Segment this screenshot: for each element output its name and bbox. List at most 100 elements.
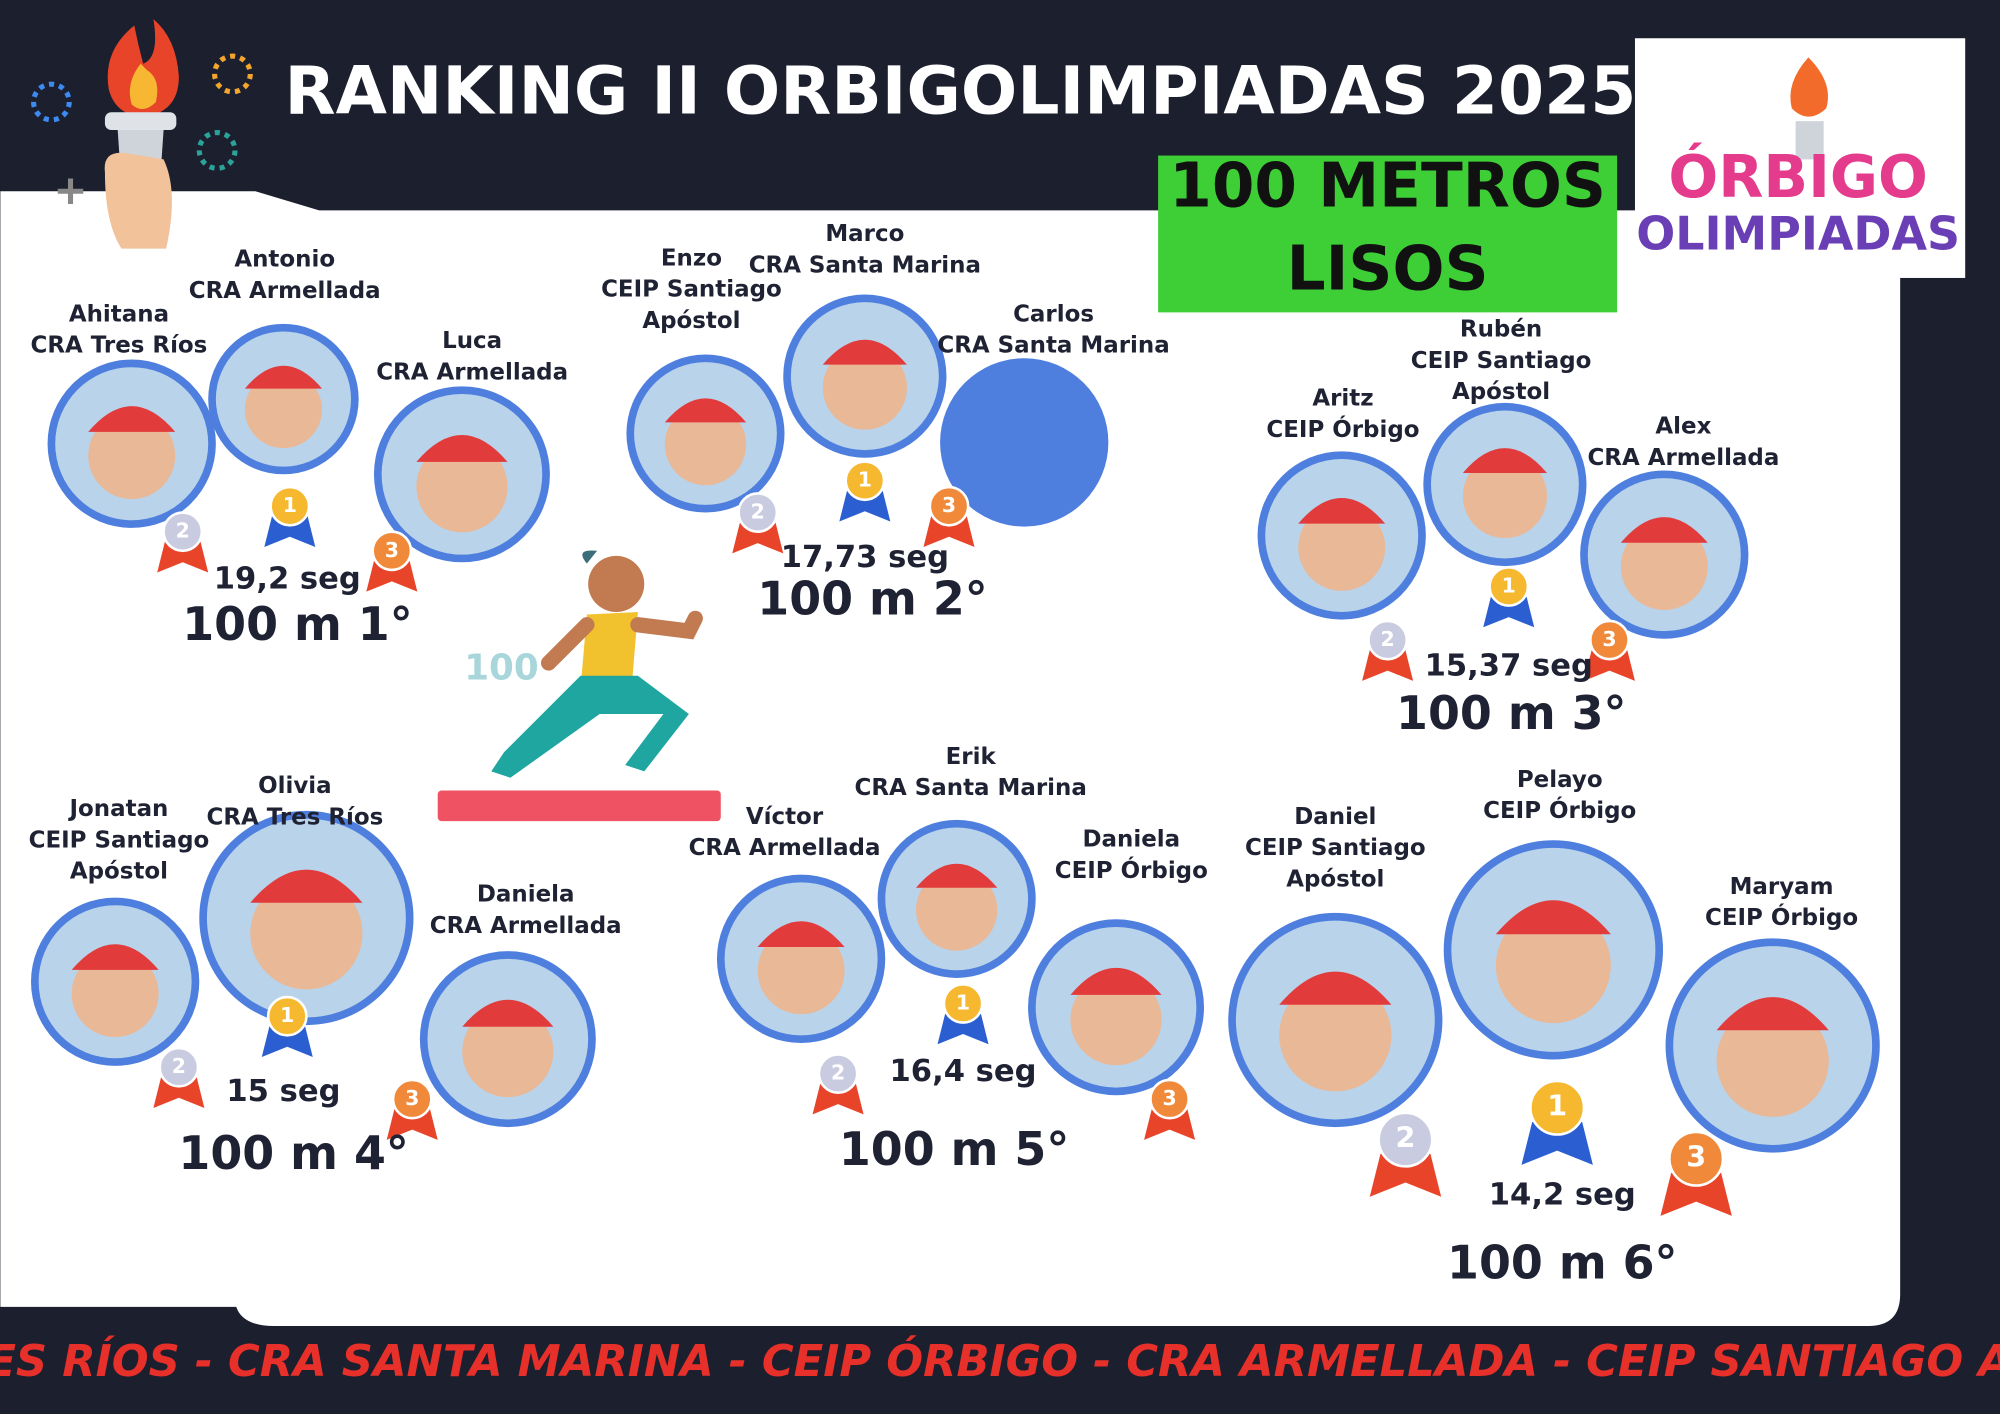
medal-ribbon [1660,1173,1732,1216]
photo-frame [940,358,1109,527]
athlete-name: Daniela [477,882,575,908]
medal [1488,566,1530,607]
medal [844,460,886,502]
face [664,403,747,486]
face [416,441,508,533]
athlete-school: CEIP Santiago [1411,348,1592,374]
medal-ribbon [839,490,891,522]
athlete-school: CRA Armellada [689,835,881,861]
medal [269,485,311,527]
medal-place: 2 [1381,627,1395,651]
result-group: Ahitana CRA Tres Ríos 2 Antonio CRA Armellad… [31,247,569,651]
result-group: Aritz CEIP Órbigo 2 Rubén CEIP Santiago Apóst… [1257,317,1779,740]
medal-ribbon [153,1077,205,1108]
athlete-school: Apóstol [642,308,740,334]
cap [664,398,747,423]
medal-place: 2 [1396,1121,1416,1155]
medal-place: 2 [172,1054,186,1078]
cap [1716,997,1829,1031]
athlete-name: Ahitana [69,301,169,327]
athlete-name: Luca [442,328,502,354]
athlete-name: Víctor [746,804,824,830]
cap [462,999,554,1027]
race-time: 15 seg [226,1074,340,1109]
medal-place: 2 [176,519,190,543]
face [250,877,363,990]
medal-ribbon [157,541,209,573]
cap [88,406,176,432]
cap [250,869,363,903]
athlete-school: CRA Santa Marina [937,333,1169,359]
footer: CRA TRES RÍOS - CRA SANTA MARINA - CEIP … [0,1336,2000,1387]
athlete-school: CEIP Órbigo [1055,856,1208,884]
face [1462,453,1547,539]
medal-place: 2 [831,1061,845,1085]
medal-ribbon [1362,650,1414,681]
medal-ribbon [923,516,975,547]
cap [1495,900,1611,935]
race-time: 17,73 seg [781,540,949,575]
athlete-name: Carlos [1013,301,1094,327]
race-label: 100 m 1° [182,597,412,651]
medal-place: 3 [405,1086,419,1110]
face [462,1005,554,1098]
athlete-name: Aritz [1312,386,1373,412]
medal-place: 1 [283,493,297,517]
medal [162,511,204,553]
medal-ribbon [386,1109,438,1140]
cap [822,339,907,365]
athlete-school: CRA Tres Ríos [207,804,384,830]
race-time: 15,37 seg [1425,648,1593,683]
event-box [1158,155,1618,313]
medal-ribbon [1521,1122,1593,1165]
runner-label: 100 [464,647,539,688]
cap [1070,967,1162,995]
medal [1149,1078,1190,1120]
medal-ribbon [1483,596,1535,628]
medal-ribbon [937,1013,989,1045]
medal-place: 3 [385,538,399,562]
athlete-school: CRA Santa Marina [855,775,1087,801]
medal [1668,1130,1725,1187]
medal [737,492,779,533]
medal-place: 1 [1547,1089,1567,1123]
face [244,371,323,449]
result-group: Víctor CRA Armellada 2 Erik CRA Santa Marina… [689,744,1208,1176]
athlete-school: Apóstol [70,859,168,885]
title: RANKING II ORBIGOLIMPIADAS 2025 [285,52,1637,130]
medal [942,983,984,1024]
medal [158,1046,200,1088]
athlete-school: CRA Armellada [376,359,568,385]
athlete-school: CEIP Santiago [29,827,210,853]
athlete-name: Marco [825,221,904,247]
race-label: 100 m 3° [1396,686,1626,740]
medal-place: 3 [942,493,956,517]
face [757,927,845,1015]
athlete-name: Antonio [234,247,335,273]
athlete-school: CRA Tres Ríos [31,333,208,359]
cap [1298,497,1386,524]
race-time: 14,2 seg [1489,1177,1636,1212]
medal [266,995,308,1037]
result-group: Enzo CEIP Santiago Apóstol 2 Marco CRA Santa … [601,221,1170,625]
race-time: 16,4 seg [890,1054,1037,1089]
athlete-name: Daniel [1294,804,1376,830]
medal-ribbon [366,561,418,592]
race-label: 100 m 6° [1447,1236,1677,1290]
medal-place: 3 [1686,1140,1706,1174]
face [1495,908,1611,1024]
athlete-name: Pelayo [1517,767,1603,793]
medal-ribbon [1369,1153,1442,1197]
face [915,869,998,951]
athlete-school: CEIP Órbigo [1266,415,1419,443]
athlete-name: Rubén [1460,317,1542,343]
result-group: Daniel CEIP Santiago Apóstol 2 Pelayo CEIP Ór… [1228,767,1880,1290]
logo-torch [1790,57,1828,160]
medal-ribbon [1144,1109,1196,1140]
cap [757,921,845,947]
race-label: 100 m 4° [178,1126,408,1180]
medal-place: 1 [858,468,872,492]
event-line: 100 METROS [1169,151,1606,222]
cap [1620,517,1708,543]
race-label: 100 m 5° [839,1122,1069,1176]
